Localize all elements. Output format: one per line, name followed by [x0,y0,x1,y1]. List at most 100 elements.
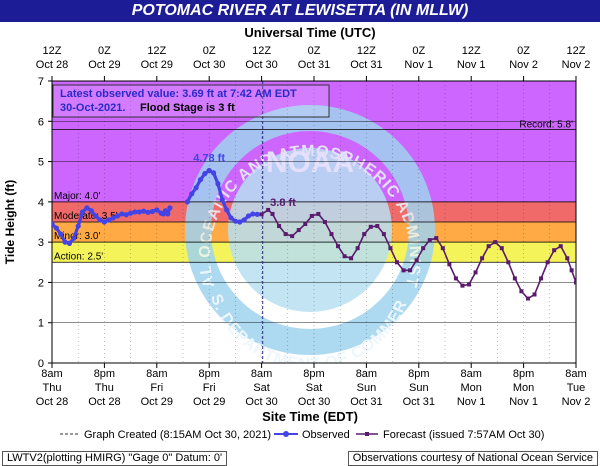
bottom-x-tick-label: Fri [150,382,163,394]
observed-point [97,217,103,223]
top-x-tick-label: 0Z [308,45,321,57]
info-box: Latest observed value: 3.69 ft at 7:42 A… [52,84,330,118]
bottom-x-tick-label: 8pm [303,368,324,380]
observed-point [254,211,260,217]
bottom-x-tick-label: 8am [460,368,481,380]
forecast-point [362,232,367,237]
observed-point [75,223,81,229]
y-tick-label: 7 [38,76,44,88]
stage-label: Major: 4.0' [54,191,100,202]
top-x-tick-label: Oct 29 [141,59,173,71]
observed-point [241,217,247,223]
top-x-tick-label: 0Z [517,45,530,57]
forecast-point [427,238,432,243]
legend-observed-marker [283,431,289,437]
y-tick-label: 4 [38,197,44,209]
forecast-point [296,228,301,233]
forecast-point [569,268,574,273]
top-x-tick-label: Oct 30 [245,59,277,71]
forecast-point [283,232,288,237]
bottom-x-tick-label: Nov 2 [562,396,591,408]
bottom-x-tick-label: Oct 28 [36,396,68,408]
observed-peak-label: 4.78 ft [193,152,225,164]
y-tick-label: 5 [38,157,44,169]
bottom-x-tick-label: Oct 30 [245,396,277,408]
top-x-tick-label: Oct 29 [88,59,120,71]
legend-forecast: Forecast (issued 7:57AM Oct 30) [383,429,544,441]
forecast-point [499,246,504,251]
forecast-point [512,276,517,281]
legend-observed: Observed [302,429,350,441]
y-tick-label: 6 [38,116,44,128]
bottom-x-tick-label: Sun [409,382,429,394]
bottom-x-tick-label: Thu [95,382,114,394]
forecast-point [421,246,426,251]
y-tick-label: 0 [38,358,44,370]
forecast-point [552,248,557,253]
axes: 0 1 2 3 4 5 6 7 12Z Oct 28 0Z Oct 29 12Z Oct 29 0Z Oct … [36,45,591,408]
forecast-point [440,246,445,251]
forecast-point [545,260,550,265]
watermark-center-text: NOAA [266,146,354,179]
forecast-point [381,232,386,237]
forecast-point [558,244,563,249]
top-axis-title: Universal Time (UTC) [244,25,375,40]
observed-point [197,177,204,183]
bottom-x-tick-label: Tue [567,382,586,394]
observed-point [245,213,252,219]
forecast-point [394,260,399,265]
observed-point [93,213,99,219]
observed-point [53,225,59,231]
stage-label: Moderate: 3.5' [54,211,118,222]
observed-point [250,211,256,217]
forecast-point [486,244,491,249]
observed-point [132,209,138,215]
forecast-point [277,224,282,229]
observed-point [206,167,212,174]
observed-point [202,171,208,177]
observed-point [232,218,238,224]
observed-point [136,209,142,215]
observed-point [210,170,217,176]
observed-point [228,215,234,221]
stage-label: Action: 2.5' [54,251,103,262]
y-tick-label: 3 [38,237,44,249]
bottom-x-tick-label: 8am [565,368,586,380]
bottom-x-tick-label: Sun [357,382,377,394]
bottom-x-tick-label: Oct 29 [193,396,225,408]
bottom-x-tick-label: Oct 28 [88,396,120,408]
top-x-tick-label: Oct 31 [298,59,330,71]
bottom-x-tick-label: Oct 30 [298,396,330,408]
bottom-x-tick-label: Oct 29 [141,396,173,408]
y-tick-label: 2 [38,277,44,289]
forecast-point [565,256,570,261]
forecast-point [309,213,314,218]
bottom-x-tick-label: 8pm [198,368,219,380]
observed-point [119,211,125,217]
forecast-point [473,270,478,275]
observed-point [84,205,90,211]
observed-point [154,207,160,213]
top-x-tick-label: Oct 30 [193,59,225,71]
y-tick-label: 1 [38,318,44,330]
top-x-tick-label: Nov 1 [404,59,433,71]
bottom-x-tick-label: Sat [306,382,323,394]
forecast-point [408,268,413,273]
forecast-point [453,276,458,281]
forecast-point [401,268,406,273]
bottom-x-tick-label: Mon [460,382,481,394]
bottom-x-tick-label: 8pm [513,368,534,380]
y-axis-title: Tide Height (ft) [3,180,17,264]
forecast-point [388,246,393,251]
record-label: Record: 5.8' [519,119,573,130]
bottom-x-tick-label: 8am [41,368,62,380]
top-x-tick-label: 0Z [98,45,111,57]
bottom-x-tick-label: 8pm [408,368,429,380]
forecast-point [259,212,264,217]
top-x-tick-label: Nov 2 [562,59,591,71]
observed-point [101,219,107,225]
bottom-x-tick-label: 8pm [94,368,115,380]
observed-point [114,213,121,219]
info-box-line1: Latest observed value: 3.69 ft at 7:42 A… [60,88,297,100]
